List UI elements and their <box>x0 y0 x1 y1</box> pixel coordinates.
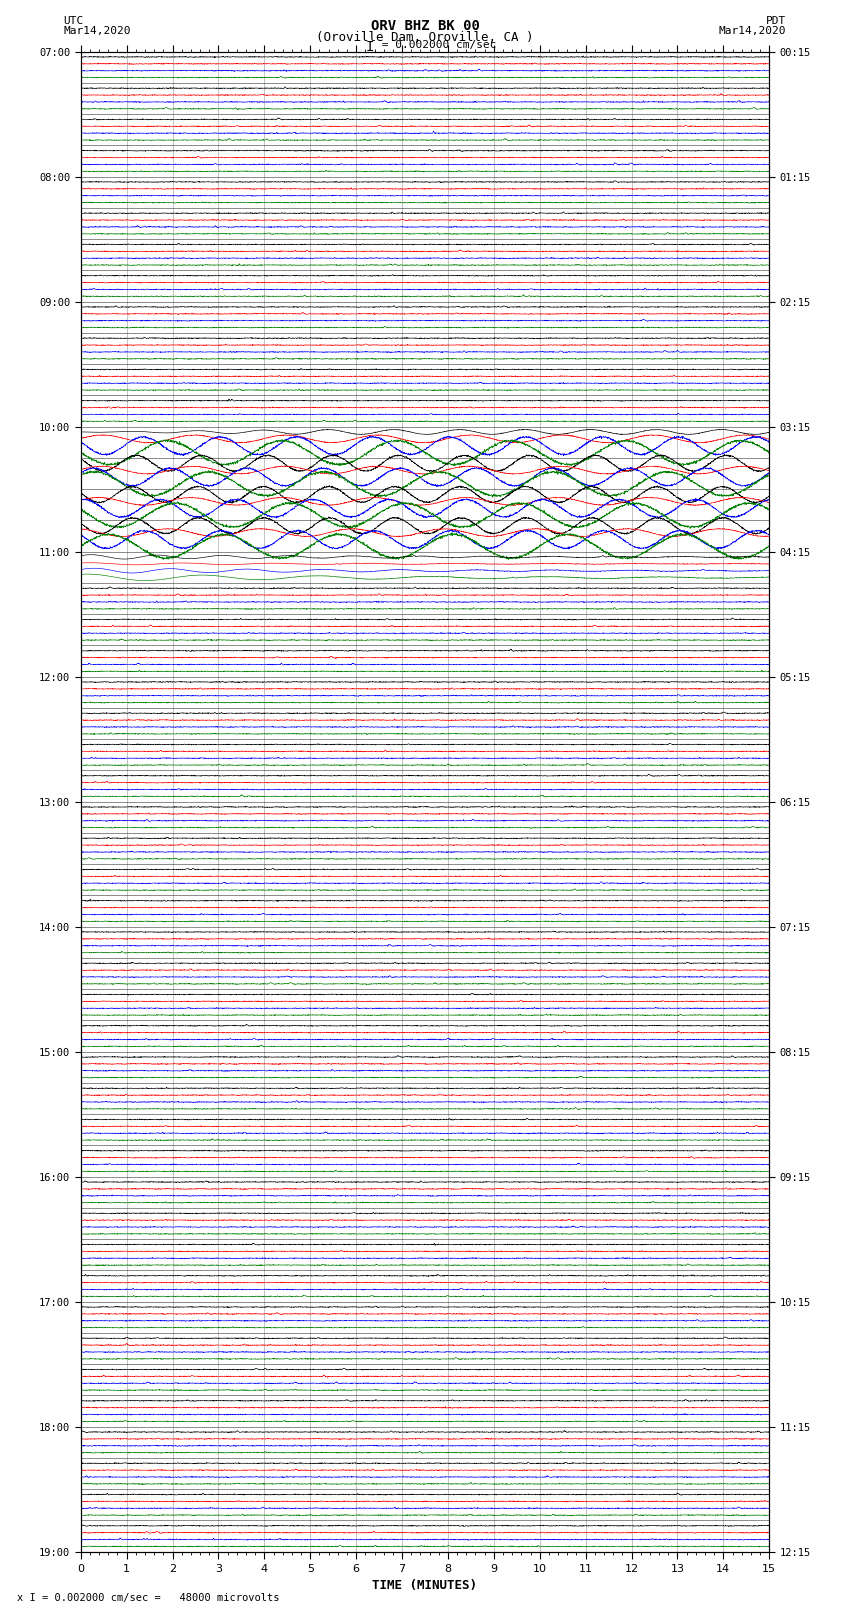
Text: (Oroville Dam, Oroville, CA ): (Oroville Dam, Oroville, CA ) <box>316 31 534 44</box>
Text: Mar14,2020: Mar14,2020 <box>719 26 786 35</box>
Text: = 0.002000 cm/sec: = 0.002000 cm/sec <box>375 40 496 50</box>
Text: I: I <box>366 40 374 55</box>
Text: PDT: PDT <box>766 16 786 26</box>
Text: UTC: UTC <box>64 16 84 26</box>
Text: ORV BHZ BK 00: ORV BHZ BK 00 <box>371 19 479 34</box>
Text: x I = 0.002000 cm/sec =   48000 microvolts: x I = 0.002000 cm/sec = 48000 microvolts <box>17 1594 280 1603</box>
Text: Mar14,2020: Mar14,2020 <box>64 26 131 35</box>
X-axis label: TIME (MINUTES): TIME (MINUTES) <box>372 1579 478 1592</box>
